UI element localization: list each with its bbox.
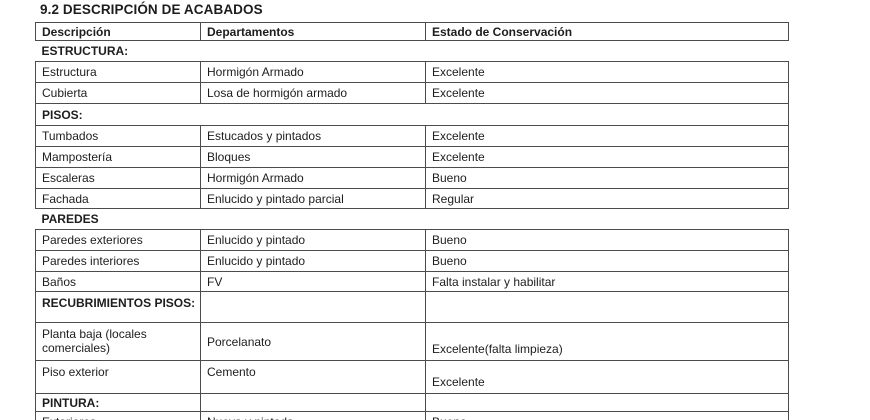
table-row: Mampostería Bloques Excelente (35, 146, 789, 168)
cell-departamentos: Hormigón Armado (200, 61, 426, 83)
section-row-pintura: PINTURA: (35, 393, 789, 412)
cell-descripcion: Baños (35, 271, 201, 292)
cell-estado: Bueno (425, 229, 789, 251)
cell-departamentos: Enlucido y pintado parcial (200, 188, 426, 209)
cell-descripcion: Piso exterior (35, 360, 201, 394)
cell-estado: Excelente(falta limpieza) (425, 322, 789, 361)
cell-estado: Excelente (425, 146, 789, 168)
cell-descripcion: Cubierta (35, 82, 201, 104)
section-label: PAREDES (41, 212, 99, 226)
cell-estado: Bueno (425, 411, 789, 420)
cell-descripcion: Tumbados (35, 125, 201, 147)
column-header-descripcion: Descripción (35, 22, 201, 41)
cell-departamentos: Nueva y pintada (200, 411, 426, 420)
cell-departamentos: Estucados y pintados (200, 125, 426, 147)
table-row: Baños FV Falta instalar y habilitar (35, 271, 789, 292)
section-row-estructura: ESTRUCTURA: (36, 41, 789, 62)
cell-descripcion: Exteriores (35, 411, 201, 420)
table-row: Cubierta Losa de hormigón armado Excelen… (35, 82, 789, 104)
cell-descripcion: Paredes interiores (35, 250, 201, 272)
cell-estado: Bueno (425, 250, 789, 272)
table-header-row: Descripción Departamentos Estado de Cons… (35, 22, 789, 41)
cell-estado: Excelente (425, 82, 789, 104)
cell-departamentos: Hormigón Armado (200, 167, 426, 189)
page-title: 9.2 DESCRIPCIÓN DE ACABADOS (40, 2, 263, 17)
acabados-table: Descripción Departamentos Estado de Cons… (35, 22, 789, 420)
table-row: Piso exterior Cemento Excelente (35, 360, 789, 394)
table-row: Estructura Hormigón Armado Excelente (35, 61, 789, 83)
cell-estado: Bueno (425, 167, 789, 189)
cell-departamentos: Porcelanato (200, 322, 426, 361)
column-header-estado: Estado de Conservación (425, 22, 789, 41)
empty-cell (425, 291, 789, 323)
empty-cell (200, 291, 426, 323)
cell-estado: Excelente (425, 61, 789, 83)
section-row-recubrimientos: RECUBRIMIENTOS PISOS: (35, 291, 789, 323)
cell-estado: Falta instalar y habilitar (425, 271, 789, 292)
table-row: Planta baja (locales comerciales) Porcel… (35, 322, 789, 361)
column-header-departamentos: Departamentos (200, 22, 426, 41)
cell-departamentos: Bloques (200, 146, 426, 168)
section-label: ESTRUCTURA: (41, 44, 129, 58)
cell-descripcion: Paredes exteriores (35, 229, 201, 251)
table-row: Fachada Enlucido y pintado parcial Regul… (35, 188, 789, 209)
cell-estado: Regular (425, 188, 789, 209)
section-label: RECUBRIMIENTOS PISOS: (35, 291, 201, 323)
cell-departamentos: Losa de hormigón armado (200, 82, 426, 104)
section-label: PISOS: (35, 103, 789, 126)
empty-cell (200, 393, 426, 412)
table-row: Paredes interiores Enlucido y pintado Bu… (35, 250, 789, 272)
cell-departamentos: Cemento (200, 360, 426, 394)
cell-descripcion: Escaleras (35, 167, 201, 189)
cell-descripcion: Planta baja (locales comerciales) (35, 322, 201, 361)
table-row: Escaleras Hormigón Armado Bueno (35, 167, 789, 189)
table-row: Paredes exteriores Enlucido y pintado Bu… (35, 229, 789, 251)
section-label: PINTURA: (35, 393, 201, 412)
cell-departamentos: Enlucido y pintado (200, 250, 426, 272)
section-row-paredes: PAREDES (36, 209, 789, 230)
cell-estado: Excelente (425, 360, 789, 394)
empty-cell (425, 393, 789, 412)
cell-descripcion: Estructura (35, 61, 201, 83)
section-row-pisos: PISOS: (35, 103, 789, 126)
cell-departamentos: Enlucido y pintado (200, 229, 426, 251)
table-row-clipped: Exteriores Nueva y pintada Bueno (35, 411, 789, 420)
cell-descripcion: Mampostería (35, 146, 201, 168)
cell-descripcion: Fachada (35, 188, 201, 209)
cell-estado: Excelente (425, 125, 789, 147)
table-row: Tumbados Estucados y pintados Excelente (35, 125, 789, 147)
cell-departamentos: FV (200, 271, 426, 292)
